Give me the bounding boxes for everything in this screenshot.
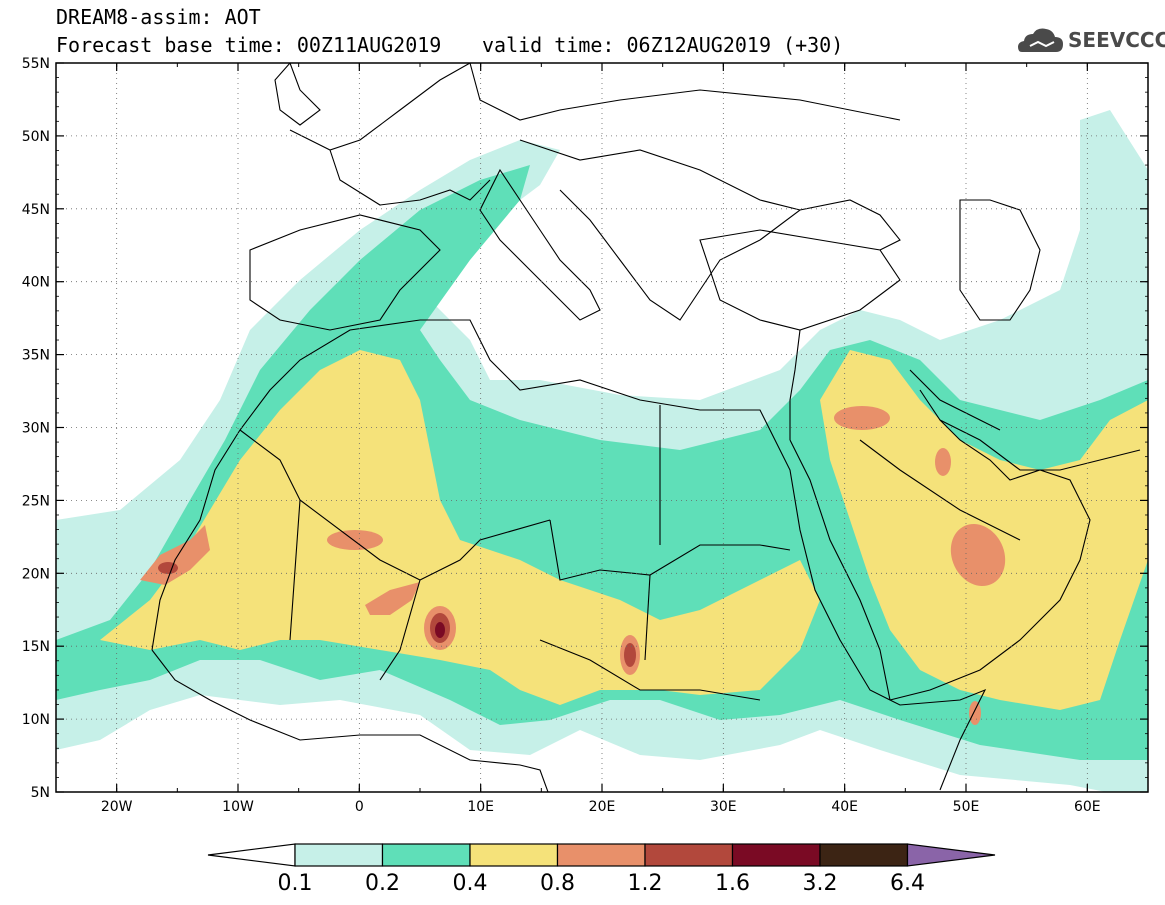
aot-field [56,110,1148,792]
colorbar-level-label: 1.6 [715,871,750,896]
graticule [56,63,1148,792]
morocco-algeria-border [239,429,301,641]
lat-label: 50N [22,129,50,145]
lon-label: 0 [355,799,364,815]
aot-contour-1-6-niger [435,622,445,638]
lon-label: 40E [831,799,858,815]
lat-label: 10N [22,712,50,728]
red-sea-east-coast [789,439,891,701]
arabia-coast [889,389,1091,701]
lat-label: 35N [22,348,50,364]
lon-label: 50E [953,799,980,815]
lat-label: 25N [22,493,50,509]
lat-label: 15N [22,639,50,655]
longitude-axis: 20W 10W 0 10E 20E 30E 40E 50E 60E [55,63,1149,815]
lat-label: 55N [22,56,50,72]
aot-contour-0-8-algeria [327,530,383,550]
uk-coast [274,63,321,126]
lat-label: 5N [31,785,50,801]
colorbar-level-label: 0.1 [278,871,313,896]
central-europe-border [469,63,901,121]
aot-contour-0-8-gulf [935,448,951,476]
colorbar-level-label: 0.2 [365,871,400,896]
colorbar-level-label: 1.2 [628,871,663,896]
aot-contour-0-8-iraq [834,406,890,430]
anatolia-coast [699,229,901,331]
colorbar-over-arrow [906,843,996,867]
colorbar-swatch [731,843,821,867]
france-coast [329,149,491,206]
colorbar-swatch [469,843,559,867]
colorbar-swatch [381,843,471,867]
lat-label: 45N [22,202,50,218]
black-sea-coast [759,199,901,251]
caspian-coast [959,199,1041,321]
aot-contour-0-8-somalia [969,701,981,725]
sudan-ethiopia-border [539,639,761,701]
west-africa-south-coast [151,649,549,792]
aot-contour-0-8-arabia [950,523,1006,587]
lon-label: 10W [222,799,254,815]
aot-contour-0-4-west [100,350,820,705]
lon-label: 20E [589,799,616,815]
aot-contour-1-2-senegal [158,562,178,574]
anatolia-internal-border [519,139,801,211]
cloud-logo-icon [1018,28,1063,52]
saharan-internal-border [549,519,791,581]
sudan-chad-border [644,574,651,661]
aot-contour-0-8-niger [365,582,420,615]
colorbar-level-label: 0.4 [453,871,488,896]
aot-contour-0-8-senegal [140,525,210,585]
lat-label: 40N [22,275,50,291]
valid-time: valid time: 06Z12AUG2019 (+30) [482,33,844,57]
colorbar-swatch [819,843,909,867]
map-title: DREAM8-assim: AOT [56,5,261,29]
colorbar-swatch [644,843,734,867]
aot-contour-1-2-chad [624,643,636,667]
colorbar-level-label: 3.2 [803,871,838,896]
lat-label: 20N [22,566,50,582]
levant-coast [789,329,801,440]
colorbar-level-label: 0.8 [540,871,575,896]
coastlines [151,63,1141,792]
lon-label: 10E [467,799,494,815]
sahel-border [379,579,421,681]
lat-label: 30N [22,421,50,437]
mali-niger-border [299,499,551,581]
lon-label: 30E [710,799,737,815]
iberia-coast [249,214,441,331]
logo-text: SEEVCCC [1068,28,1165,52]
balkan-greece-coast [559,189,761,321]
latitude-axis: 55N 50N 45N 40N 35N 30N 25N 20N 15N 10N 5N [22,56,1148,801]
italy-coast [479,168,601,321]
lon-label: 20W [101,799,133,815]
colorbar-swatch [294,843,384,867]
forecast-base-time: Forecast base time: 00Z11AUG2019 [56,33,442,57]
iran-coast [939,419,1141,471]
europe-coast [289,63,471,151]
colorbar-swatch [556,843,646,867]
arabia-internal-border [859,439,1021,541]
colorbar: 0.1 0.2 0.4 0.8 1.2 1.6 3.2 6.4 [207,843,996,896]
lon-label: 60E [1074,799,1101,815]
persian-gulf-border [909,369,1001,431]
colorbar-under-arrow [207,843,296,867]
colorbar-level-label: 6.4 [890,871,925,896]
